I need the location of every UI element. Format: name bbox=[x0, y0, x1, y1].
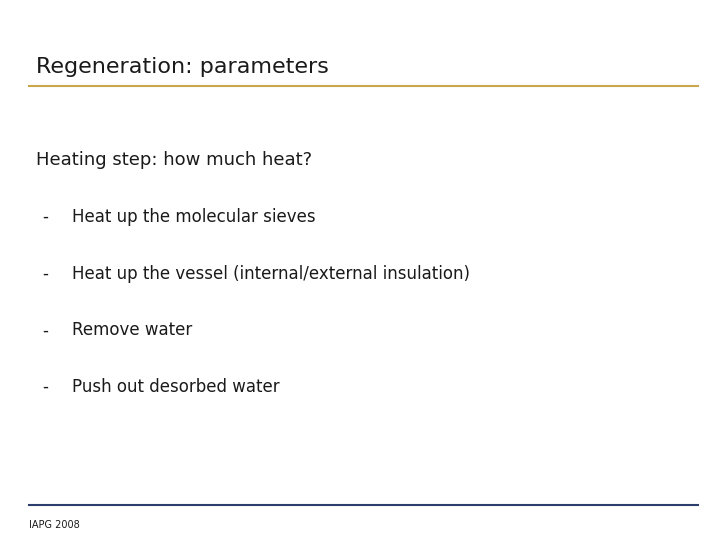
Text: Heat up the molecular sieves: Heat up the molecular sieves bbox=[72, 208, 315, 226]
Text: Regeneration: parameters: Regeneration: parameters bbox=[36, 57, 329, 77]
Text: Push out desorbed water: Push out desorbed water bbox=[72, 378, 279, 396]
Text: -: - bbox=[42, 265, 48, 282]
Text: -: - bbox=[42, 321, 48, 339]
Text: Remove water: Remove water bbox=[72, 321, 192, 339]
Text: -: - bbox=[42, 378, 48, 396]
Text: Heat up the vessel (internal/external insulation): Heat up the vessel (internal/external in… bbox=[72, 265, 470, 282]
Text: IAPG 2008: IAPG 2008 bbox=[29, 520, 79, 530]
Text: Heating step: how much heat?: Heating step: how much heat? bbox=[36, 151, 312, 169]
Text: -: - bbox=[42, 208, 48, 226]
